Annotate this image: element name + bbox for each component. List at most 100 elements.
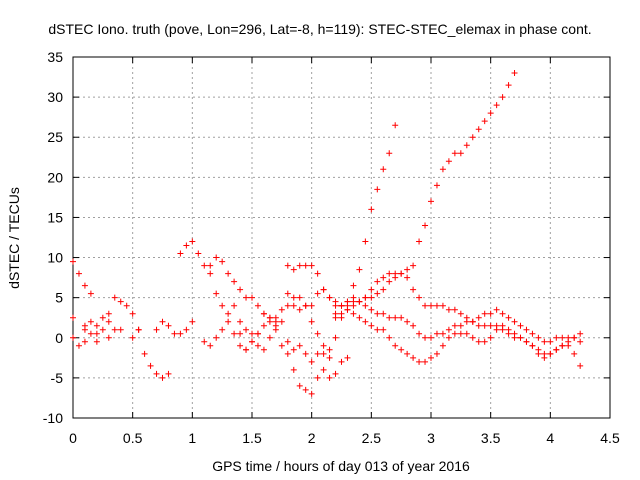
x-axis-label: GPS time / hours of day 013 of year 2016 (212, 458, 470, 474)
data-point (374, 310, 381, 317)
data-point (266, 318, 273, 325)
data-point (362, 238, 369, 245)
series-9 (201, 302, 351, 397)
data-point (386, 150, 393, 157)
data-point (290, 346, 297, 353)
data-point (350, 294, 357, 301)
y-tick-label: 30 (47, 89, 63, 105)
data-point (392, 122, 399, 129)
data-point (249, 338, 255, 345)
data-point (386, 278, 393, 285)
data-point (278, 318, 285, 325)
data-point (422, 302, 429, 309)
data-point (332, 298, 339, 305)
data-point (463, 330, 470, 337)
data-point (481, 322, 488, 329)
data-point (422, 358, 429, 365)
data-point (284, 290, 291, 297)
series-7 (153, 318, 196, 337)
data-point (380, 166, 387, 173)
data-point (183, 326, 190, 333)
data-point (433, 302, 440, 309)
data-point (416, 294, 423, 301)
data-point (469, 334, 476, 341)
data-point (99, 326, 106, 333)
series-8 (177, 238, 333, 353)
data-point (374, 186, 381, 193)
data-point (428, 354, 434, 361)
data-point (81, 338, 88, 345)
data-point (577, 330, 584, 337)
data-point (338, 358, 345, 365)
data-point (231, 278, 238, 285)
data-point (451, 330, 458, 337)
data-point (380, 274, 387, 281)
data-point (70, 334, 76, 341)
data-point (392, 342, 399, 349)
y-tick-label: 15 (47, 209, 63, 225)
data-point (141, 350, 148, 357)
data-point (237, 286, 244, 293)
data-point (278, 342, 285, 349)
data-point (338, 302, 345, 309)
data-point (410, 262, 417, 269)
data-point (380, 326, 387, 333)
data-point (213, 290, 220, 297)
data-point (308, 390, 315, 397)
data-point (433, 330, 440, 337)
data-point (290, 294, 297, 301)
data-point (243, 326, 250, 333)
data-point (368, 294, 375, 301)
data-point (302, 386, 309, 393)
series-2 (70, 314, 136, 341)
data-point (416, 330, 423, 337)
data-point (326, 374, 333, 381)
data-point (457, 330, 464, 337)
data-point (356, 314, 363, 321)
data-point (445, 334, 452, 341)
data-point (481, 310, 488, 317)
series-1 (70, 258, 94, 297)
data-point (219, 302, 226, 309)
data-point (93, 330, 100, 337)
data-point (308, 358, 315, 365)
data-point (374, 326, 381, 333)
data-point (368, 306, 375, 313)
data-point (445, 158, 452, 165)
data-point (237, 342, 244, 349)
x-tick-label: 1 (188, 430, 196, 446)
data-point (374, 278, 381, 285)
data-point (284, 350, 291, 357)
data-point (368, 206, 375, 213)
data-point (553, 346, 560, 353)
x-tick-label: 4.5 (600, 430, 620, 446)
data-point (332, 370, 339, 377)
data-point (296, 262, 303, 269)
data-point (153, 326, 160, 333)
data-point (356, 266, 363, 273)
ticks (72, 56, 611, 419)
data-point (451, 322, 458, 329)
data-point (439, 330, 446, 337)
data-point (428, 334, 434, 341)
data-point (123, 302, 130, 309)
data-point (362, 318, 369, 325)
data-point (308, 302, 315, 309)
data-point (308, 262, 315, 269)
data-point (511, 318, 518, 325)
data-point (296, 382, 303, 389)
data-point (183, 242, 190, 249)
series-11 (237, 122, 399, 365)
data-point (433, 350, 440, 357)
data-point (439, 342, 446, 349)
data-point (356, 298, 363, 305)
data-point (219, 326, 226, 333)
y-tick-label: 25 (47, 129, 63, 145)
data-point (529, 342, 536, 349)
data-point (433, 182, 440, 189)
data-point (451, 150, 458, 157)
data-point (404, 266, 411, 273)
data-point (398, 314, 405, 321)
data-point (410, 322, 417, 329)
